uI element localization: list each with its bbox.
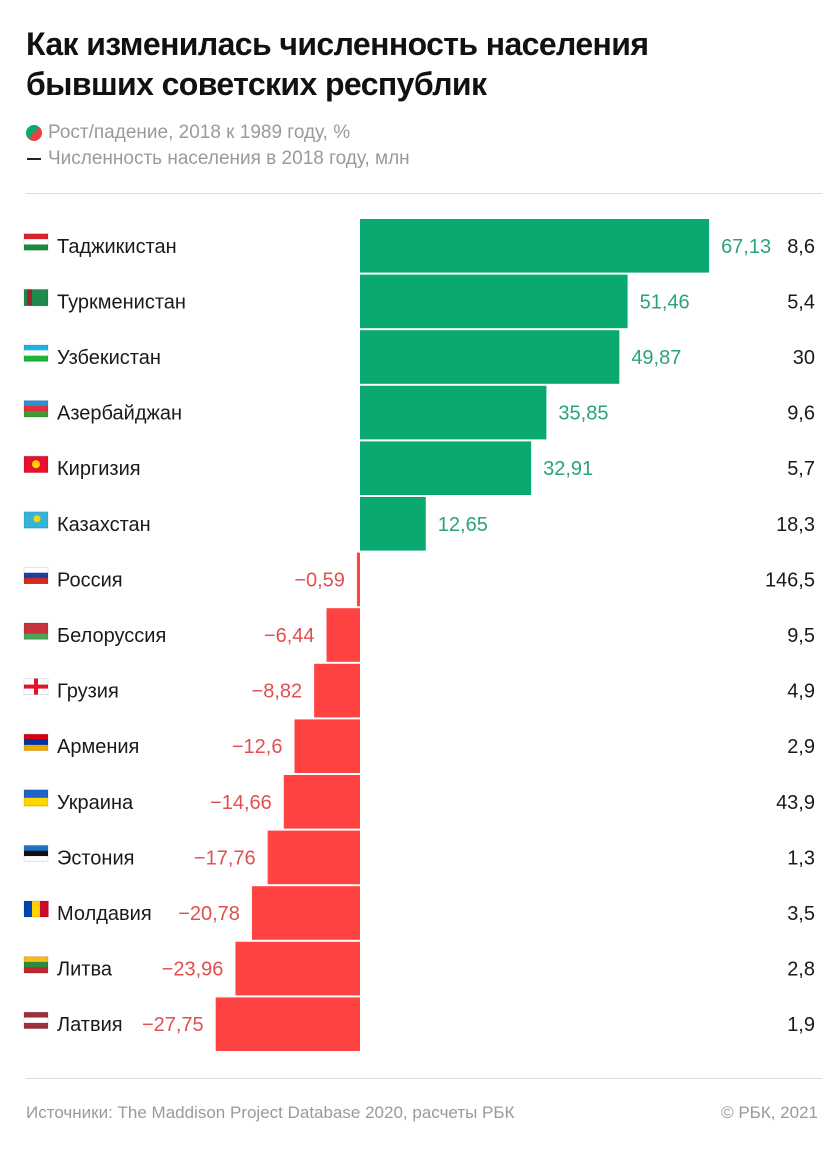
flag-azerbaijan-icon — [23, 400, 49, 418]
legend: Рост/падение, 2018 к 1989 году, % Числен… — [26, 120, 410, 172]
flag-kyrgyzstan-icon — [23, 455, 49, 473]
growth-value-label: −17,76 — [194, 847, 256, 869]
flag-lithuania-icon — [23, 956, 49, 974]
population-value-label: 4,9 — [787, 681, 815, 703]
flag-georgia-icon — [23, 678, 49, 696]
bar-15 — [215, 997, 360, 1051]
country-label: Азербайджан — [57, 403, 182, 425]
flag-turkmenistan-icon — [23, 288, 49, 306]
population-value-label: 5,4 — [787, 291, 815, 313]
bar-2 — [360, 274, 628, 329]
flag-ukraine-icon — [23, 789, 49, 807]
chart-title-line-2: бывших советских республик — [26, 66, 487, 102]
growth-value-label: −20,78 — [178, 903, 240, 925]
population-value-label: 43,9 — [776, 792, 815, 814]
country-label: Армения — [57, 736, 139, 758]
population-value-label: 8,6 — [787, 236, 815, 258]
population-value-label: 2,9 — [787, 736, 815, 758]
population-value-label: 9,6 — [787, 403, 815, 425]
bar-4 — [360, 385, 547, 440]
bar-6 — [360, 497, 426, 551]
legend-population-label: Численность населения в 2018 году, млн — [48, 148, 410, 169]
growth-value-label: 49,87 — [631, 347, 681, 369]
bar-3 — [360, 330, 620, 384]
country-label: Украина — [57, 792, 134, 814]
flag-belarus-icon — [23, 622, 49, 640]
top-divider — [26, 193, 822, 194]
chart-title-line-1: Как изменилась численность населения — [26, 26, 649, 62]
bar-9 — [314, 663, 360, 718]
population-value-label: 2,8 — [787, 959, 815, 981]
growth-value-label: −23,96 — [162, 959, 224, 981]
growth-value-label: −14,66 — [210, 792, 272, 814]
flag-tajikistan-icon — [23, 233, 49, 251]
population-value-label: 9,5 — [787, 625, 815, 647]
bar-11 — [283, 775, 360, 829]
flag-uzbekistan-icon — [23, 344, 49, 362]
population-value-label: 18,3 — [776, 514, 815, 536]
growth-value-label: 51,46 — [640, 291, 690, 313]
population-value-label: 30 — [793, 347, 815, 369]
flag-armenia-icon — [23, 733, 49, 751]
bar-14 — [235, 941, 360, 996]
legend-item-growth: Рост/падение, 2018 к 1989 году, % — [26, 120, 410, 146]
country-label: Грузия — [57, 681, 119, 703]
country-label: Белоруссия — [57, 625, 166, 647]
population-value-label: 1,3 — [787, 847, 815, 869]
growth-value-label: 12,65 — [438, 514, 488, 536]
population-value-label: 1,9 — [787, 1014, 815, 1036]
growth-decline-dot-icon — [26, 125, 42, 141]
country-label: Молдавия — [57, 903, 152, 925]
country-label: Эстония — [57, 847, 134, 869]
flag-russia-icon — [23, 566, 49, 584]
country-label: Литва — [57, 959, 113, 981]
growth-value-label: −12,6 — [232, 736, 283, 758]
bottom-divider — [26, 1078, 822, 1079]
bar-10 — [294, 719, 360, 773]
source-note: Источники: The Maddison Project Database… — [26, 1103, 515, 1122]
legend-item-population: Численность населения в 2018 году, млн — [26, 146, 410, 172]
country-label: Россия — [57, 569, 123, 591]
population-value-label: 146,5 — [765, 569, 815, 591]
growth-value-label: 35,85 — [558, 403, 608, 425]
bar-13 — [251, 886, 360, 940]
country-label: Латвия — [57, 1014, 123, 1036]
growth-value-label: 32,91 — [543, 458, 593, 480]
chart-title: Как изменилась численность населения быв… — [26, 24, 816, 104]
growth-value-label: −6,44 — [264, 625, 315, 647]
population-value-label: 5,7 — [787, 458, 815, 480]
country-label: Узбекистан — [57, 347, 161, 369]
growth-value-label: −27,75 — [142, 1014, 204, 1036]
growth-value-label: −0,59 — [294, 569, 345, 591]
dash-icon — [27, 158, 41, 160]
copyright: © РБК, 2021 — [721, 1103, 818, 1122]
country-label: Киргизия — [57, 458, 141, 480]
flag-estonia-icon — [23, 844, 49, 862]
country-label: Казахстан — [57, 514, 151, 536]
flag-latvia-icon — [23, 1011, 49, 1029]
growth-value-label: 67,13 — [721, 236, 771, 258]
country-label: Таджикистан — [57, 236, 177, 258]
bar-8 — [326, 608, 360, 662]
bar-12 — [267, 830, 360, 885]
legend-growth-label: Рост/падение, 2018 к 1989 году, % — [48, 122, 351, 143]
flag-moldova-icon — [23, 900, 49, 918]
flag-kazakhstan-icon — [23, 511, 49, 529]
growth-value-label: −8,82 — [252, 681, 303, 703]
bar-7 — [356, 552, 360, 607]
population-value-label: 3,5 — [787, 903, 815, 925]
bar-5 — [360, 441, 532, 495]
country-label: Туркменистан — [57, 291, 186, 313]
bar-1 — [360, 219, 710, 273]
